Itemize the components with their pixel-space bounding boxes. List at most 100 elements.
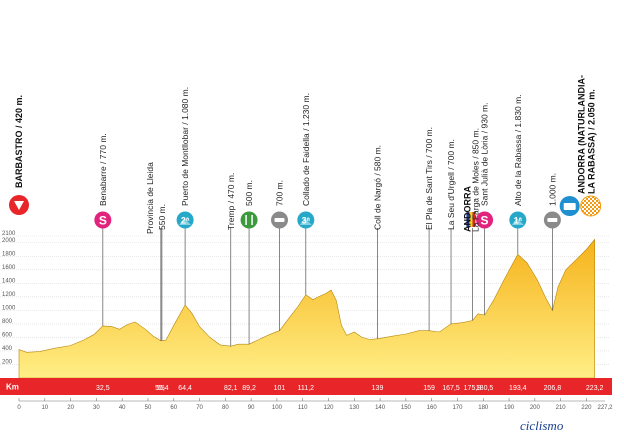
flag-yellow-stripe — [469, 212, 473, 227]
climb-badge-category: 1ª — [514, 216, 523, 226]
y-tick-label: 2100 — [2, 231, 16, 237]
waypoint-label: Tremp / 470 m. — [226, 173, 236, 230]
km-label: 55 — [157, 385, 165, 392]
waypoint-label: La Seu d'Urgell / 700 m. — [446, 139, 456, 230]
waypoint-label: El Pla de Sant Tirs / 700 m. — [424, 127, 434, 230]
badge-flag — [466, 212, 476, 227]
sprint-badge-circle — [476, 211, 494, 229]
badge-meta — [543, 211, 561, 229]
cutlery-icon — [245, 215, 253, 225]
waypoint-alt-label: 1.000 m. — [547, 173, 557, 206]
waypoint-alt-label: 700 m. — [275, 180, 285, 206]
waypoint-labels: BARBASTRO / 420 m. Benabarre / 770 m. Prov… — [14, 75, 597, 234]
x-end-tick-label: 227,2 — [597, 405, 613, 411]
flag-red-stripe — [472, 212, 476, 227]
y-tick-label: 1600 — [2, 265, 16, 271]
waypoint-alt-label: 500 m. — [244, 180, 254, 206]
km-label: 64,4 — [178, 385, 192, 392]
km-label: 139 — [372, 385, 384, 392]
waypoint-label: Collado de Faidella / 1.230 m. — [301, 93, 311, 206]
km-label: 223,2 — [586, 385, 604, 392]
profile-area — [18, 238, 596, 379]
y-tick-label: 600 — [2, 332, 13, 338]
x-tick-label: 30 — [93, 405, 100, 411]
sprint-badge-letter: S — [481, 214, 489, 228]
x-tick-label: 50 — [145, 405, 152, 411]
signature-watermark: ciclismo — [520, 418, 564, 433]
km-label: 55,4 — [155, 385, 169, 392]
x-tick-label: 160 — [427, 405, 438, 411]
y-tick-label: 200 — [2, 359, 13, 365]
badge-finish — [559, 195, 602, 217]
x-tick-label: 190 — [504, 405, 515, 411]
km-label: 180,5 — [476, 385, 494, 392]
finish-label-line2: LA RABASSA) / 2.050 m. — [587, 89, 597, 194]
km-label: 159 — [423, 385, 435, 392]
climb-badge-circle — [297, 211, 315, 229]
x-tick-label: 110 — [298, 405, 308, 411]
x-tick-label: 170 — [452, 405, 463, 411]
waypoint-alt-label: 550 m. — [157, 204, 167, 230]
y-tick-label: 1000 — [2, 305, 16, 311]
climb-badge-category: 3ª — [302, 216, 311, 226]
finish-label: ANDORRA (NATURLANDIA- — [577, 75, 587, 194]
km-label: 101 — [274, 385, 286, 392]
meta-icon — [274, 218, 285, 222]
y-tick-label: 800 — [2, 319, 13, 325]
feed-zone-circle — [240, 211, 258, 229]
climb-badge-category: 2ª — [181, 216, 190, 226]
y-tick-label: 1200 — [2, 292, 16, 298]
x-tick-label: 210 — [556, 405, 567, 411]
km-label: 175,8 — [464, 385, 482, 392]
start-arrow-icon — [14, 201, 24, 210]
x-tick-label: 60 — [170, 405, 177, 411]
mountain-icon — [511, 218, 524, 225]
km-label: 206,8 — [544, 385, 562, 392]
x-tick-label: 120 — [323, 405, 334, 411]
waypoint-label: Benabarre / 770 m. — [98, 133, 108, 206]
km-label: 89,2 — [242, 385, 256, 392]
y-tick-label: 1800 — [2, 251, 16, 257]
waypoint-label: Sant Julià de Lòria / 930 m. — [480, 103, 490, 206]
meta-icon — [547, 218, 558, 222]
waypoint-label: Coll de Nargó / 580 m. — [373, 145, 383, 230]
x-tick-label: 80 — [222, 405, 229, 411]
x-tick-label: 10 — [41, 405, 48, 411]
start-label: BARBASTRO / 420 m. — [14, 95, 24, 188]
x-tick-label: 180 — [478, 405, 489, 411]
climb-badge-circle — [509, 211, 527, 229]
camera-icon — [563, 203, 576, 210]
badge-3ª: 3ª — [297, 211, 315, 229]
elevation-profile — [18, 238, 596, 379]
waypoint-label: Alto de la Rabassa / 1.830 m. — [513, 94, 523, 206]
mountain-icon — [179, 218, 192, 225]
x-tick-label: 100 — [272, 405, 283, 411]
km-axis-title: Km — [6, 383, 19, 392]
km-label: 82,1 — [224, 385, 238, 392]
border-label: ANDORRA — [462, 186, 472, 232]
x-axis: 0 10 20 30 40 50 60 70 80 90 100 110 120 130 140 150 160… — [17, 398, 613, 411]
badge-meta — [271, 211, 289, 229]
km-bar — [0, 378, 612, 395]
x-tick-label: 220 — [581, 405, 592, 411]
flag-blue-stripe — [466, 212, 470, 227]
x-tick-label: 70 — [196, 405, 203, 411]
km-label: 32,5 — [96, 385, 110, 392]
sprint-badge-letter: S — [99, 214, 107, 228]
x-tick-label: 150 — [401, 405, 412, 411]
badge-feed — [240, 211, 258, 229]
waypoint-label: La Farga de Moles / 850 m. — [470, 128, 480, 232]
waypoint-label: Provincia de Lleida — [145, 162, 155, 234]
start-marker — [9, 195, 29, 215]
x-tick-label: 140 — [375, 405, 386, 411]
badge-2ª: 2ª — [176, 211, 194, 229]
x-tick-label: 20 — [67, 405, 74, 411]
badge-1ª: 1ª — [509, 211, 527, 229]
x-tick-label: 0 — [17, 405, 21, 411]
sprint-badge-circle — [94, 211, 112, 229]
x-tick-label: 130 — [349, 405, 360, 411]
waypoint-label: Puerto de Montllobar / 1.080 m. — [180, 87, 190, 206]
